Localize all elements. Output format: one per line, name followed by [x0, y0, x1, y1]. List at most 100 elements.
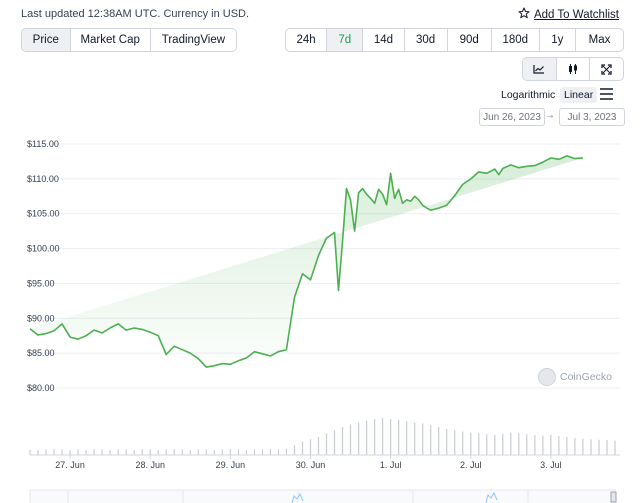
volume-bar	[454, 430, 456, 456]
volume-bar	[542, 435, 544, 455]
volume-bar	[133, 450, 135, 456]
range-7d[interactable]: 7d	[327, 29, 364, 51]
volume-bar	[93, 449, 95, 455]
volume-bar	[205, 449, 207, 455]
volume-bar	[157, 450, 159, 456]
volume-bar	[85, 450, 87, 456]
volume-bar	[189, 450, 191, 456]
tab-price[interactable]: Price	[22, 29, 71, 51]
volume-bar	[502, 433, 504, 455]
volume-bar	[277, 449, 279, 455]
y-tick-label: $80.00	[27, 383, 55, 393]
volume-bar	[558, 436, 560, 455]
volume-bar	[237, 449, 239, 455]
volume-bar	[414, 422, 416, 455]
date-to-input[interactable]: Jul 3, 2023	[559, 108, 625, 126]
volume-bar	[341, 427, 344, 455]
volume-bar	[173, 449, 175, 455]
tab-market-cap[interactable]: Market Cap	[71, 29, 151, 51]
volume-bar	[590, 439, 592, 455]
volume-bar	[606, 440, 608, 455]
volume-bar	[269, 449, 271, 455]
navigator-handle[interactable]	[610, 491, 617, 503]
candlestick-icon[interactable]	[557, 58, 591, 80]
volume-bar	[69, 450, 71, 456]
range-30d[interactable]: 30d	[405, 29, 448, 51]
volume-bar	[213, 450, 215, 456]
arrow-right-icon: →	[545, 110, 555, 121]
fullscreen-icon[interactable]	[590, 58, 623, 80]
range-1y[interactable]: 1y	[540, 29, 576, 51]
watchlist-label: Add To Watchlist	[533, 8, 619, 21]
chart-type-toggle	[522, 57, 624, 81]
volume-bar	[534, 435, 536, 455]
y-tick-label: $100.00	[27, 244, 60, 254]
volume-bar	[309, 439, 312, 455]
volume-bar	[398, 419, 400, 455]
volume-bar	[422, 423, 424, 455]
volume-bar	[382, 418, 384, 455]
volume-bar	[77, 449, 79, 455]
range-180d[interactable]: 180d	[492, 29, 540, 51]
y-tick-label: $110.00	[27, 174, 59, 184]
volume-bar	[494, 434, 496, 456]
x-tick-label: 29. Jun	[216, 460, 246, 470]
volume-bar	[101, 449, 103, 455]
volume-bar	[149, 449, 151, 455]
menu-icon[interactable]	[600, 88, 613, 103]
volume-bar	[406, 421, 408, 456]
volume-bar	[430, 425, 432, 455]
range-14d[interactable]: 14d	[363, 29, 405, 51]
volume-bar	[462, 431, 464, 455]
volume-bar	[293, 445, 296, 455]
volume-bar	[29, 449, 31, 455]
navigator-strip[interactable]	[29, 489, 616, 503]
line-chart-icon[interactable]	[523, 58, 557, 80]
volume-bar	[333, 430, 336, 456]
scale-linear[interactable]: Linear	[560, 87, 598, 103]
volume-bar	[366, 420, 368, 455]
star-icon	[518, 7, 530, 22]
range-90d[interactable]: 90d	[448, 29, 492, 51]
volume-bar	[486, 434, 488, 455]
x-tick-label: 2. Jul	[460, 460, 482, 470]
scale-logarithmic[interactable]: Logarithmic	[501, 89, 556, 101]
tab-tradingview[interactable]: TradingView	[161, 34, 226, 46]
volume-bar	[109, 450, 111, 456]
volume-bar	[301, 441, 304, 455]
volume-bar	[574, 437, 576, 455]
coingecko-watermark: CoinGecko	[538, 368, 612, 386]
date-from-input[interactable]: Jun 26, 2023	[479, 108, 545, 126]
x-tick-label: 30. Jun	[296, 460, 326, 470]
volume-bar	[550, 434, 552, 456]
volume-bar	[229, 449, 231, 455]
y-tick-label: $115.00	[27, 139, 59, 149]
price-line	[29, 155, 583, 368]
volume-bar	[374, 419, 376, 455]
volume-bar	[261, 449, 263, 455]
volume-bar	[358, 422, 360, 455]
volume-bar	[165, 449, 167, 455]
range-max[interactable]: Max	[588, 34, 611, 46]
volume-bar	[253, 449, 255, 455]
y-tick-label: $95.00	[27, 278, 55, 288]
add-to-watchlist-link[interactable]: Add To Watchlist	[518, 7, 619, 22]
volume-bar	[181, 449, 183, 455]
x-tick-label: 27. Jun	[55, 460, 85, 470]
x-tick-label: 1. Jul	[380, 460, 402, 470]
y-tick-label: $85.00	[27, 348, 55, 358]
volume-bar	[582, 438, 584, 455]
navigator-series	[291, 491, 498, 503]
volume-bar	[141, 449, 143, 455]
volume-bar	[245, 450, 247, 456]
y-tick-label: $90.00	[27, 313, 55, 323]
volume-bar	[566, 437, 568, 455]
range-24h[interactable]: 24h	[286, 29, 328, 51]
volume-bar	[45, 449, 47, 455]
view-tabs: Price Market Cap TradingView	[21, 28, 237, 52]
volume-bar	[349, 424, 352, 455]
x-tick-label: 3. Jul	[540, 460, 562, 470]
price-area	[30, 155, 583, 368]
volume-bar	[61, 449, 63, 455]
